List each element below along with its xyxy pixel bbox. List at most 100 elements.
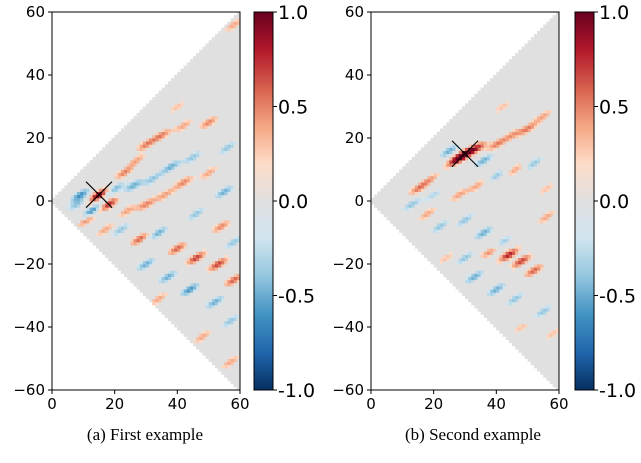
heatmap-cell (208, 270, 213, 274)
heatmap-cell (211, 169, 216, 174)
heatmap-cell (193, 248, 197, 252)
heatmap-cell (183, 68, 188, 73)
heatmap-cell (161, 260, 166, 265)
heatmap-cell (167, 109, 172, 114)
heatmap-cell (164, 257, 169, 262)
heatmap-cell (180, 131, 184, 136)
heatmap-cell (218, 201, 222, 205)
heatmap-cell (142, 245, 147, 249)
heatmap-cell (405, 182, 409, 186)
heatmap-cell (233, 71, 238, 76)
heatmap-cell (158, 194, 163, 199)
heatmap-cell (196, 93, 200, 98)
heatmap-cell (196, 201, 200, 205)
heatmap-cell (477, 210, 482, 214)
heatmap-cell (221, 345, 225, 350)
heatmap-cell (199, 197, 203, 202)
heatmap-cell (92, 166, 97, 170)
heatmap-cell (189, 62, 194, 66)
heatmap-cell (474, 235, 478, 240)
heatmap-cell (471, 264, 475, 268)
heatmap-cell (221, 314, 225, 318)
heatmap-cell (174, 314, 178, 318)
heatmap-cell (174, 87, 178, 92)
heatmap-cell (427, 194, 431, 199)
heatmap-cell (221, 213, 225, 218)
heatmap-cell (430, 241, 435, 246)
heatmap-cell (186, 254, 191, 259)
heatmap-cell (167, 201, 172, 205)
heatmap-cell (214, 320, 219, 325)
heatmap-cell (193, 232, 197, 237)
heatmap-cell (127, 197, 131, 202)
heatmap-cell (211, 75, 216, 79)
heatmap-cell (193, 194, 197, 199)
heatmap-cell (183, 207, 188, 211)
heatmap-cell (158, 286, 163, 290)
heatmap-cell (102, 172, 106, 177)
heatmap-cell (111, 169, 116, 174)
heatmap-cell (186, 295, 191, 300)
heatmap-cell (189, 65, 194, 70)
heatmap-cell (111, 188, 116, 192)
heatmap-cell (164, 201, 169, 205)
heatmap-cell (224, 251, 228, 255)
colorbar-tick-label: 0.5 (278, 97, 308, 119)
heatmap-cell (443, 226, 447, 230)
heatmap-cell (414, 241, 419, 246)
heatmap-cell (458, 248, 463, 252)
heatmap-cell (424, 178, 428, 183)
heatmap-cell (120, 134, 125, 139)
heatmap-cell (152, 213, 156, 218)
heatmap-cell (105, 153, 109, 158)
heatmap-cell (224, 27, 228, 32)
heatmap-cell (196, 194, 200, 199)
heatmap-cell (111, 138, 116, 142)
heatmap-cell (458, 279, 463, 284)
heatmap-cell (105, 223, 109, 227)
heatmap-cell (230, 282, 235, 287)
heatmap-cell (152, 241, 156, 246)
heatmap-cell (218, 276, 222, 281)
heatmap-cell (167, 241, 172, 246)
heatmap-cell (236, 276, 241, 281)
heatmap-cell (136, 153, 141, 158)
heatmap-cell (224, 226, 228, 230)
heatmap-cell (146, 141, 150, 145)
heatmap-cell (139, 112, 144, 117)
heatmap-cell (186, 128, 191, 133)
heatmap-cell (446, 213, 450, 218)
heatmap-cell (418, 188, 422, 192)
heatmap-cell (461, 248, 466, 252)
heatmap-cell (449, 210, 453, 214)
heatmap-cell (461, 207, 466, 211)
heatmap-cell (152, 150, 156, 155)
heatmap-cell (111, 166, 116, 170)
heatmap-cell (236, 201, 241, 205)
heatmap-cell (436, 201, 441, 205)
heatmap-cell (73, 194, 78, 199)
heatmap-cell (133, 197, 137, 202)
heatmap-cell (80, 213, 84, 218)
heatmap-cell (193, 65, 197, 70)
heatmap-cell (174, 156, 178, 161)
heatmap-cell (221, 153, 225, 158)
heatmap-cell (236, 273, 241, 277)
heatmap-cell (446, 264, 450, 268)
heatmap-cell (236, 292, 241, 296)
heatmap-cell (202, 251, 206, 255)
heatmap-cell (136, 207, 141, 211)
heatmap-cell (61, 207, 65, 211)
heatmap-cell (130, 153, 134, 158)
heatmap-cell (149, 238, 153, 243)
heatmap-cell (164, 229, 169, 233)
heatmap-cell (233, 56, 238, 60)
heatmap-cell (430, 219, 435, 224)
heatmap-cell (221, 342, 225, 347)
heatmap-cell (155, 251, 159, 255)
heatmap-cell (211, 201, 216, 205)
heatmap-cell (224, 163, 228, 167)
heatmap-cell (174, 141, 178, 145)
heatmap-cell (196, 219, 200, 224)
heatmap-cell (127, 147, 131, 151)
